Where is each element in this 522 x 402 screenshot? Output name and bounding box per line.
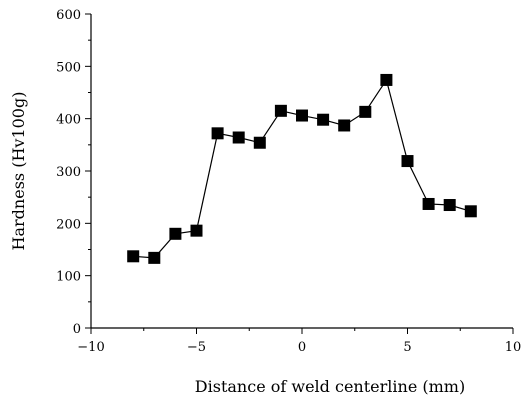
data-point	[422, 197, 435, 210]
data-point	[253, 136, 266, 149]
x-tick-label: 0	[298, 340, 306, 355]
data-point	[127, 250, 140, 263]
data-point	[296, 109, 308, 122]
data-point	[359, 105, 372, 118]
series-layer	[127, 73, 477, 264]
y-tick-label: 200	[56, 217, 81, 232]
y-tick-label: 100	[56, 270, 81, 285]
series-line	[133, 78, 471, 259]
data-point	[338, 119, 351, 132]
axes	[90, 14, 513, 329]
data-point	[190, 224, 203, 237]
data-point	[169, 227, 182, 240]
data-point	[274, 104, 287, 117]
x-axis-label: Distance of weld centerline (mm)	[195, 377, 465, 396]
y-tick-label: 0	[73, 322, 81, 337]
data-point	[443, 199, 456, 212]
y-tick-label: 300	[56, 165, 81, 180]
y-tick-label: 600	[56, 8, 81, 23]
data-point	[317, 113, 330, 126]
x-tick-label: 5	[403, 340, 411, 355]
data-point	[380, 73, 393, 86]
data-point	[148, 251, 161, 264]
y-tick-label: 400	[56, 113, 81, 128]
data-point	[401, 155, 414, 168]
y-tick-label: 500	[56, 60, 81, 75]
data-point	[211, 127, 224, 140]
x-tick-label: −10	[77, 340, 104, 355]
data-point	[464, 205, 477, 218]
y-axis-label: Hardness (Hv100g)	[9, 92, 28, 251]
x-tick-label: 10	[505, 340, 522, 355]
x-tick-label: −5	[187, 340, 206, 355]
data-point	[232, 131, 245, 144]
